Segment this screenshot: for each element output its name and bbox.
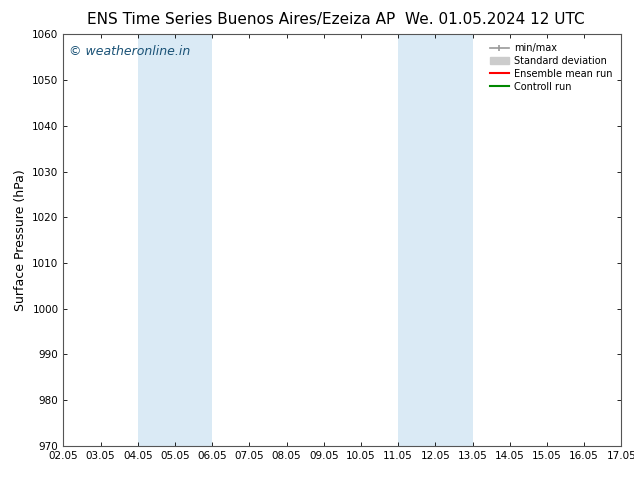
Text: We. 01.05.2024 12 UTC: We. 01.05.2024 12 UTC [404,12,585,27]
Bar [138,34,212,446]
Text: ENS Time Series Buenos Aires/Ezeiza AP: ENS Time Series Buenos Aires/Ezeiza AP [87,12,395,27]
Legend: min/max, Standard deviation, Ensemble mean run, Controll run: min/max, Standard deviation, Ensemble me… [486,39,616,96]
Text: © weatheronline.in: © weatheronline.in [69,45,190,58]
Bar [398,34,472,446]
Y-axis label: Surface Pressure (hPa): Surface Pressure (hPa) [14,169,27,311]
